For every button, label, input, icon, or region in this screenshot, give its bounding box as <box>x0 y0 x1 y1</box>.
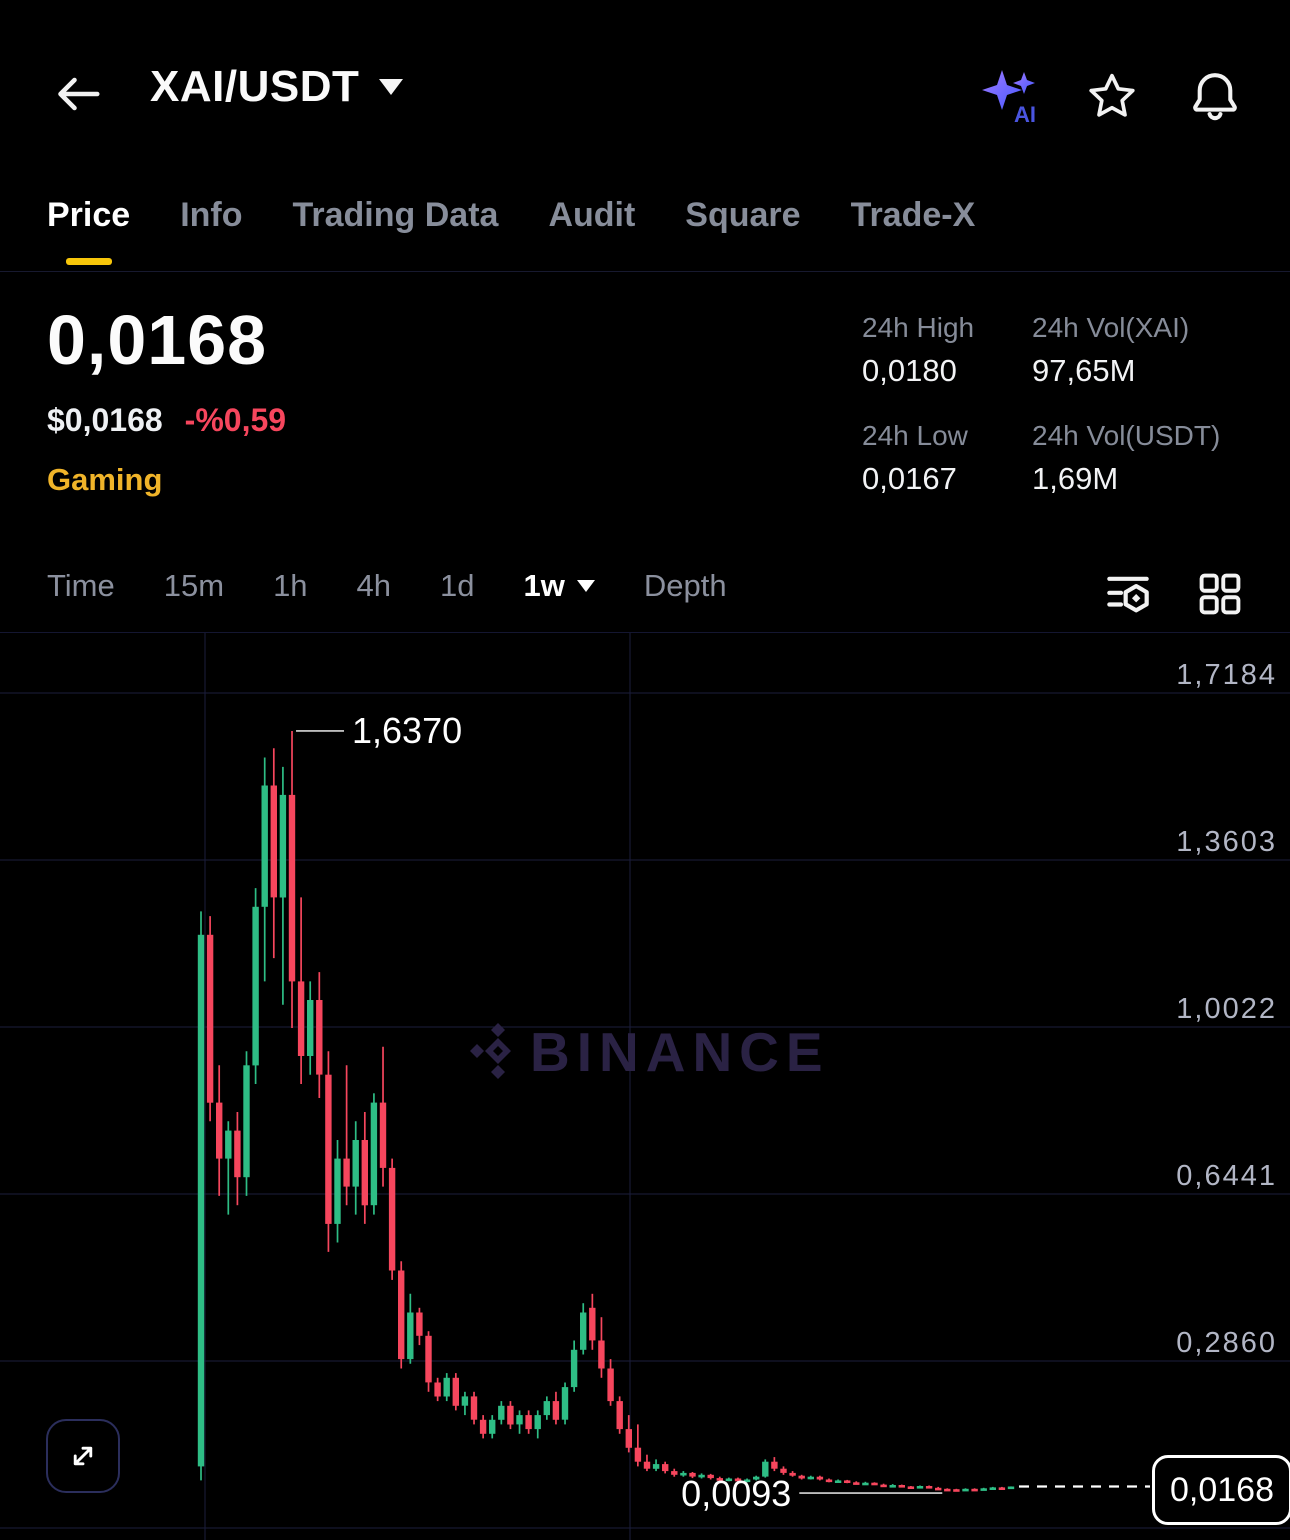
pair-selector[interactable]: XAI/USDT <box>150 62 404 112</box>
svg-text:AI: AI <box>1014 102 1036 127</box>
section-tabs: Price Info Trading Data Audit Square Tra… <box>47 196 975 265</box>
stat-label: 24h High <box>862 312 975 343</box>
stat-24h-low: 24h Low 0,0167 <box>862 420 1092 497</box>
last-price: 0,0168 <box>47 301 268 379</box>
stat-label: 24h Low <box>862 420 968 451</box>
stat-label: 24h Vol(XAI) <box>1032 312 1190 343</box>
stat-label: 24h Vol(USDT) <box>1032 420 1221 451</box>
stat-value: 0,0180 <box>862 353 957 388</box>
svg-text:1,7184: 1,7184 <box>1176 659 1277 691</box>
fullscreen-chart-button[interactable] <box>46 1419 120 1493</box>
grid-icon <box>1199 573 1241 615</box>
svg-text:1,3603: 1,3603 <box>1176 826 1277 858</box>
divider <box>0 271 1290 272</box>
chart-canvas[interactable]: BINANCE 1,7184 1,3603 1,0022 0,6441 0,2860 1,… <box>0 633 1290 1540</box>
star-icon <box>1089 73 1135 117</box>
svg-text:BINANCE: BINANCE <box>530 1021 830 1083</box>
stat-24h-high: 24h High 0,0180 <box>862 312 1092 389</box>
stat-24h-vol-usdt: 24h Vol(USDT) 1,69M <box>1032 420 1262 497</box>
expand-icon <box>73 1446 93 1466</box>
timeframe-toolbar: Time 15m 1h 4h 1d 1w Depth <box>47 568 727 604</box>
stat-24h-vol-xai: 24h Vol(XAI) 97,65M <box>1032 312 1262 389</box>
notifications-button[interactable] <box>1188 68 1242 127</box>
svg-text:0,2860: 0,2860 <box>1176 1327 1277 1359</box>
favorite-button[interactable] <box>1086 70 1138 127</box>
price-subline: $0,0168 -%0,59 <box>47 402 286 439</box>
ai-assistant-button[interactable]: AI <box>980 66 1042 133</box>
indicator-settings-icon <box>1107 576 1149 613</box>
chevron-down-icon <box>379 79 404 95</box>
tab-audit[interactable]: Audit <box>548 196 636 234</box>
timeframe-15m[interactable]: 15m <box>163 568 225 603</box>
svg-text:0,6441: 0,6441 <box>1176 1160 1277 1192</box>
timeframe-time[interactable]: Time <box>47 568 115 603</box>
binance-watermark: BINANCE <box>470 1021 830 1083</box>
timeframe-1d[interactable]: 1d <box>440 568 475 603</box>
svg-text:1,6370: 1,6370 <box>352 710 462 751</box>
tab-trading-data[interactable]: Trading Data <box>292 196 499 234</box>
tab-info[interactable]: Info <box>180 196 243 234</box>
tab-trade-x[interactable]: Trade-X <box>850 196 976 234</box>
chevron-down-icon <box>576 580 595 592</box>
ai-sparkle-icon: AI <box>982 70 1036 127</box>
svg-text:0,0093: 0,0093 <box>681 1473 791 1514</box>
stat-value: 1,69M <box>1032 461 1119 496</box>
pair-title: XAI/USDT <box>150 62 360 111</box>
timeframe-label: 1w <box>523 568 565 603</box>
last-price-tag: 0,0168 <box>1152 1455 1290 1525</box>
indicators-button[interactable] <box>1100 566 1156 627</box>
timeframe-1w-selected[interactable]: 1w <box>524 568 595 604</box>
stat-value: 0,0167 <box>862 461 957 496</box>
category-tag[interactable]: Gaming <box>47 462 163 497</box>
svg-text:1,0022: 1,0022 <box>1176 993 1277 1025</box>
layout-grid-button[interactable] <box>1194 568 1246 625</box>
usd-price: $0,0168 <box>47 402 163 438</box>
timeframe-4h[interactable]: 4h <box>356 568 392 603</box>
divider <box>0 632 1290 633</box>
tab-price[interactable]: Price <box>47 196 130 265</box>
candlestick-chart[interactable]: BINANCE 1,7184 1,3603 1,0022 0,6441 0,2860 1,… <box>0 633 1290 1540</box>
change-percent: -%0,59 <box>184 402 287 438</box>
stat-value: 97,65M <box>1032 353 1136 388</box>
timeframe-1h[interactable]: 1h <box>273 568 308 603</box>
back-arrow-icon <box>58 77 100 111</box>
tab-square[interactable]: Square <box>685 196 801 234</box>
back-button[interactable] <box>50 66 106 122</box>
bell-icon <box>1193 73 1237 121</box>
depth-toggle[interactable]: Depth <box>643 568 727 603</box>
